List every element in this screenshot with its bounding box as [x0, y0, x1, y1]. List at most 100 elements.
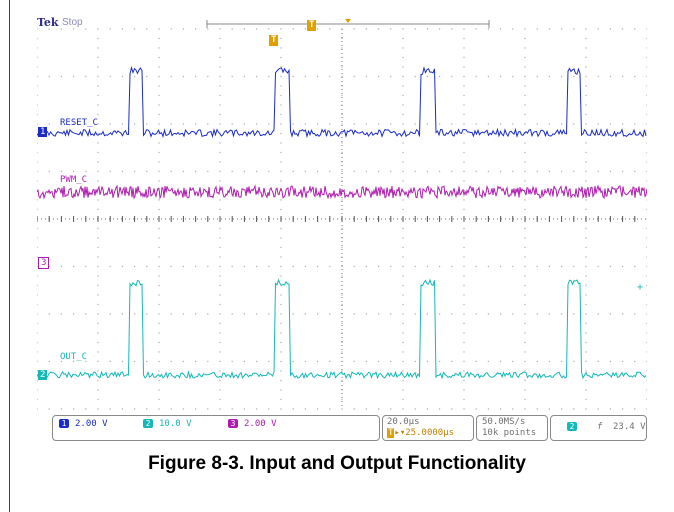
grid-dot [97, 313, 99, 315]
grid-dot [585, 284, 587, 287]
ch2-out-waveform [36, 278, 647, 380]
grid-dot [97, 370, 99, 372]
grid-dot [60, 313, 63, 315]
grid-dot [524, 265, 526, 268]
grid-dot [414, 265, 416, 268]
grid-dot [329, 28, 331, 30]
grid-dot [438, 123, 441, 125]
grid-dot [97, 47, 99, 49]
grid-dot [280, 47, 282, 49]
grid-dot [402, 180, 404, 182]
grid-dot [463, 408, 465, 410]
grid-dot [573, 360, 575, 363]
grid-dot [121, 265, 124, 268]
grid-dot [646, 265, 648, 268]
grid-dot [646, 94, 648, 97]
grid-dot [621, 28, 624, 30]
ch3-scale[interactable]: 3 2.00 V [228, 419, 277, 429]
grid-dot [219, 85, 221, 87]
oscilloscope-display: + [36, 15, 648, 443]
ch1-scale[interactable]: 1 2.00 V [59, 419, 108, 429]
grid-dot [426, 408, 429, 410]
grid-dot [36, 104, 38, 106]
grid-dot [548, 123, 551, 125]
grid-dot [219, 28, 221, 30]
grid-dot [97, 389, 99, 391]
ch2-ground-marker[interactable]: 2 [38, 370, 48, 380]
grid-dot [48, 123, 50, 125]
grid-dot [158, 294, 160, 296]
grid-dot [402, 151, 404, 154]
grid-dot [121, 75, 124, 78]
trigger-box[interactable]: 2 f 23.4 V [550, 415, 647, 441]
grid-dot [402, 85, 404, 87]
horizontal-box[interactable]: 20.0µs T▸▾25.0000µs [382, 415, 474, 441]
grid-dot [280, 265, 282, 268]
grid-dot [463, 275, 465, 277]
grid-dot [280, 66, 282, 68]
grid-dot [121, 360, 124, 363]
grid-dot [426, 123, 429, 125]
grid-dot [133, 123, 136, 125]
grid-dot [524, 341, 526, 344]
trigger-source-chip: 2 [567, 422, 577, 431]
grid-dot [585, 341, 587, 344]
grid-dot [36, 322, 38, 325]
grid-dot [463, 246, 465, 249]
ch2-scale[interactable]: 2 10.0 V [143, 419, 192, 429]
grid-dot [402, 275, 404, 277]
grid-dot [219, 237, 221, 239]
grid-dot [463, 104, 465, 106]
grid-dot [573, 170, 575, 173]
grid-dot [36, 275, 38, 277]
grid-dot [341, 303, 343, 306]
grid-dot [280, 313, 282, 315]
grid-dot [292, 408, 294, 410]
ch1-ground-marker[interactable]: 1 [38, 127, 48, 137]
grid-dot [158, 332, 160, 334]
grid-dot [390, 360, 392, 363]
grid-dot [426, 360, 429, 363]
grid-dot [182, 313, 185, 315]
grid-dot [97, 398, 99, 401]
acquisition-box[interactable]: 50.0MS/s 10k points [476, 415, 548, 441]
grid-dot [243, 360, 246, 363]
grid-dot [341, 37, 343, 40]
grid-dot [365, 408, 368, 410]
grid-dot [524, 56, 526, 59]
grid-dot [463, 151, 465, 154]
grid-dot [255, 28, 258, 30]
ch3-ground-marker[interactable]: 3 [38, 257, 50, 269]
grid-dot [72, 170, 75, 173]
grid-dot [207, 313, 209, 315]
grid-dot [573, 75, 575, 78]
grid-dot [158, 341, 160, 344]
page-left-border [9, 0, 10, 512]
grid-dot [109, 170, 111, 173]
grid-dot [548, 360, 551, 363]
grid-dot [243, 408, 246, 410]
grid-dot [573, 265, 575, 268]
grid-dot [280, 28, 282, 30]
grid-dot [231, 123, 233, 125]
grid-dot [451, 265, 453, 268]
grid-dot [646, 113, 648, 116]
grid-dot [146, 313, 148, 315]
grid-dot [158, 408, 160, 410]
scope-canvas: + [36, 19, 648, 410]
grid-dot [280, 294, 282, 296]
grid-dot [402, 28, 404, 30]
grid-dot [536, 28, 538, 30]
grid-dot [158, 123, 160, 125]
grid-dot [280, 142, 282, 144]
grid-dot [499, 408, 502, 410]
ch2-label: OUT_C [60, 352, 88, 362]
grid-dot [585, 47, 587, 49]
trigger-point-indicator: T [269, 35, 279, 46]
grid-dot [499, 28, 502, 30]
grid-dot [487, 265, 490, 268]
grid-dot [402, 142, 404, 144]
grid-dot [97, 132, 99, 135]
grid-dot [597, 28, 599, 30]
grid-dot [219, 256, 221, 258]
